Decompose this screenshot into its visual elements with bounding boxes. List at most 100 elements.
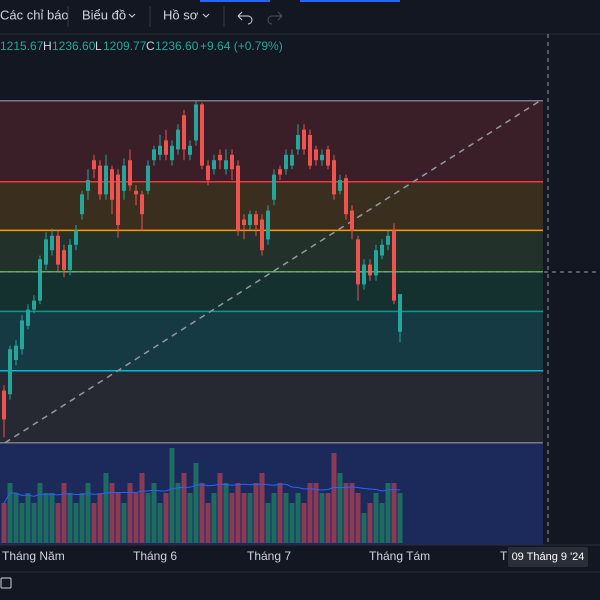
candle-body	[38, 259, 42, 301]
volume-bar	[175, 483, 181, 543]
candle-body	[206, 165, 210, 180]
volume-bar	[133, 493, 139, 543]
volume-bar	[241, 493, 247, 543]
indicators-button[interactable]: Các chỉ báo	[0, 7, 69, 22]
volume-bar	[379, 503, 385, 543]
volume-bar	[271, 493, 277, 543]
volume-bar	[115, 493, 121, 543]
volume-bar	[337, 473, 343, 543]
volume-bar	[331, 453, 337, 543]
candle-body	[164, 140, 168, 155]
volume-bar	[283, 493, 289, 543]
candle-body	[68, 244, 72, 270]
volume-bar	[121, 503, 127, 543]
candle-body	[254, 214, 258, 225]
chart-button[interactable]: Biểu đồ	[82, 7, 126, 22]
volume-bar	[37, 483, 43, 543]
candle-body	[248, 214, 252, 225]
volume-bar	[259, 473, 265, 543]
volume-bar	[313, 483, 319, 543]
volume-bar	[181, 473, 187, 543]
fib-zone	[0, 271, 543, 312]
volume-bar	[235, 483, 241, 543]
candle-body	[326, 149, 330, 166]
volume-bar	[49, 493, 55, 543]
undo-button[interactable]	[237, 11, 253, 25]
volume-ma	[3, 483, 401, 504]
volume-bar	[343, 483, 349, 543]
time-label: Tháng Tám	[369, 549, 430, 563]
volume-bar	[163, 493, 169, 543]
volume-bar	[19, 503, 25, 543]
volume-bar	[349, 483, 355, 543]
candle-body	[8, 349, 12, 395]
candle-body	[26, 309, 30, 326]
volume-bar	[79, 493, 85, 543]
candle-body	[20, 320, 24, 350]
candle-body	[80, 194, 84, 215]
volume-bar	[43, 493, 49, 543]
candle-body	[200, 104, 204, 166]
candle-body	[122, 165, 126, 191]
low-label: L	[95, 39, 102, 53]
candle-body	[284, 154, 288, 170]
toolbar-accent	[200, 0, 270, 2]
volume-bar	[187, 493, 193, 543]
candle-body	[230, 154, 234, 170]
candle-body	[302, 129, 306, 150]
volume-bar	[1, 503, 7, 543]
fib-zone	[0, 100, 543, 182]
candle-body	[320, 154, 324, 161]
candle-body	[212, 160, 216, 170]
volume-bar	[325, 493, 331, 543]
fib-zone	[0, 311, 543, 371]
volume-bar	[61, 483, 67, 543]
volume-bar	[73, 503, 79, 543]
candle-body	[314, 149, 318, 161]
time-label: Tháng Năm	[2, 549, 65, 563]
candle-body	[218, 154, 222, 161]
volume-bar	[205, 503, 211, 543]
candle-body	[182, 115, 186, 150]
redo-button[interactable]	[267, 11, 283, 25]
volume-bar	[127, 483, 133, 543]
toolbar-accent	[300, 0, 400, 2]
volume-bar	[109, 483, 115, 543]
candle-body	[74, 230, 78, 245]
candle-body	[62, 250, 66, 270]
volume-bar	[103, 473, 109, 543]
candle-body	[140, 194, 144, 215]
candle-body	[266, 210, 270, 240]
candle-body	[110, 169, 114, 200]
candle-body	[392, 230, 396, 301]
volume-bar	[169, 448, 175, 543]
volume-bar	[355, 493, 361, 543]
calendar-icon[interactable]	[0, 577, 12, 589]
candle-body	[356, 239, 360, 285]
volume-bar	[217, 473, 223, 543]
profile-button[interactable]: Hồ sơ	[163, 7, 199, 22]
volume-bar	[7, 483, 13, 543]
candle-body	[176, 129, 180, 150]
high-label: H	[43, 39, 52, 53]
chevron	[128, 13, 136, 18]
candle-body	[86, 180, 90, 191]
candle-body	[380, 244, 384, 256]
chevron	[202, 13, 210, 18]
candle-body	[374, 250, 378, 276]
candle-body	[50, 235, 54, 251]
volume-bar	[145, 493, 151, 543]
fib-zone	[0, 181, 543, 231]
close-value: 1236.60	[155, 39, 199, 53]
volume-bar	[157, 503, 163, 543]
volume-bar	[193, 463, 199, 543]
volume-bar	[97, 493, 103, 543]
change-value: +9.64 (+0.79%)	[200, 39, 283, 53]
volume-bar	[391, 483, 397, 543]
time-label: Tháng 6	[133, 549, 177, 563]
volume-bar	[253, 483, 259, 543]
candle-body	[134, 190, 138, 195]
fib-zone	[0, 230, 543, 272]
